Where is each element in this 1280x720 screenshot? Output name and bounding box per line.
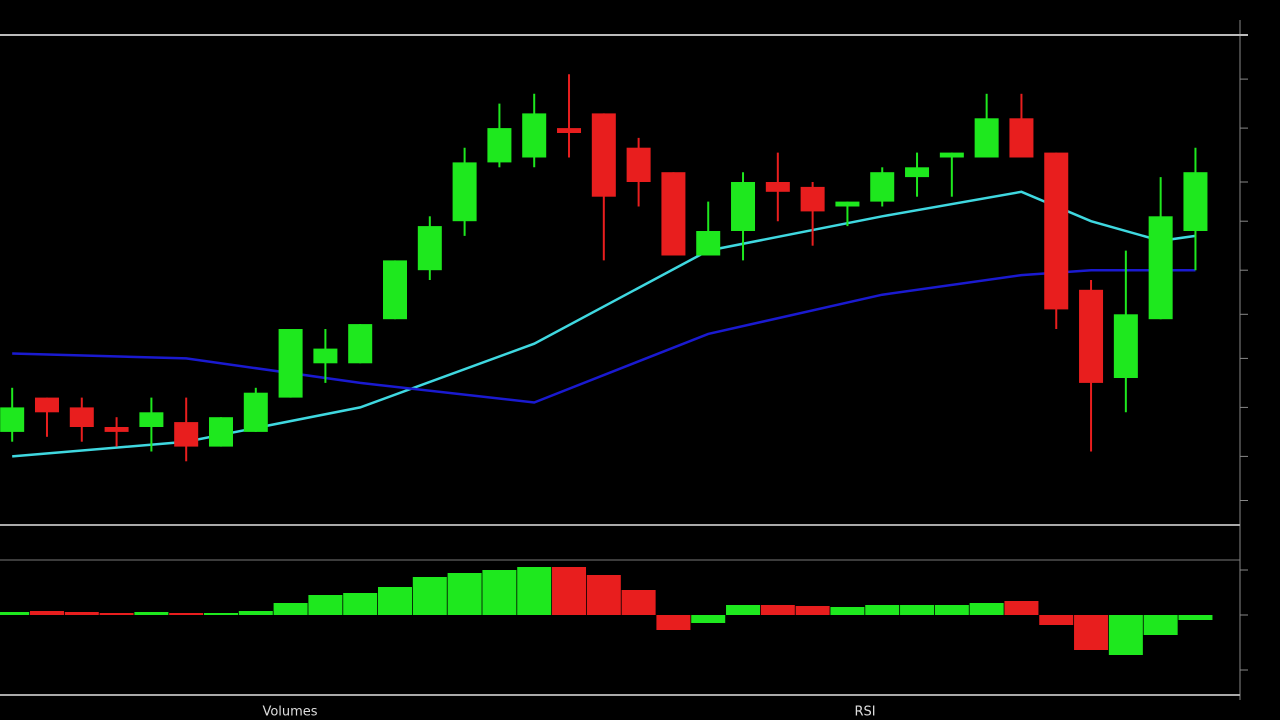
bar	[830, 607, 865, 615]
bar	[656, 615, 691, 630]
candle-body	[1009, 118, 1034, 158]
bar	[969, 603, 1004, 615]
bar	[865, 605, 900, 615]
bar	[795, 606, 830, 615]
candle-body	[1183, 172, 1208, 231]
candle-body	[34, 397, 59, 413]
bar	[621, 590, 656, 615]
bar	[1108, 615, 1143, 655]
bar	[447, 573, 482, 615]
panel-label: Volumes	[262, 705, 317, 720]
bar	[934, 605, 969, 615]
candle-body	[278, 329, 303, 398]
bar	[1143, 615, 1178, 635]
bar	[412, 577, 447, 615]
candle-body	[557, 128, 582, 133]
bar	[0, 612, 30, 615]
bar	[691, 615, 726, 623]
bar	[378, 587, 413, 615]
candle-body	[417, 226, 442, 271]
bar	[343, 593, 378, 615]
candle-body	[1113, 314, 1138, 378]
bar	[134, 612, 169, 615]
bar	[482, 570, 517, 615]
candle-body	[69, 407, 94, 427]
bar	[29, 611, 64, 615]
panel-label: RSI	[854, 705, 875, 720]
bar	[308, 595, 343, 615]
candle-body	[905, 167, 930, 178]
bar	[900, 605, 935, 615]
candle-body	[452, 162, 477, 222]
candle-body	[765, 182, 790, 192]
candle-body	[208, 417, 233, 447]
candle-body	[348, 324, 373, 364]
candle-body	[1148, 216, 1173, 320]
candle-body	[0, 407, 25, 432]
candle-body	[731, 182, 756, 231]
candle-body	[174, 422, 199, 447]
moving-average	[12, 190, 1196, 458]
candle-body	[139, 412, 164, 427]
candle-body	[522, 113, 547, 158]
bar	[169, 613, 204, 615]
candle-body	[835, 201, 860, 207]
candle-body	[243, 392, 268, 432]
candle-body	[870, 172, 895, 202]
bar	[586, 575, 621, 615]
candle-body	[383, 260, 408, 320]
candle-body	[939, 152, 964, 158]
bar	[760, 605, 795, 615]
bar	[1178, 615, 1213, 620]
bar	[273, 603, 308, 615]
bar	[517, 567, 552, 615]
candle-body	[104, 427, 129, 432]
candle-body	[591, 113, 616, 197]
bar	[1039, 615, 1074, 625]
bar	[99, 613, 134, 615]
bar	[1074, 615, 1109, 650]
candle-body	[661, 172, 686, 256]
candle-body	[800, 186, 825, 212]
candle-body	[1079, 289, 1104, 383]
candle-body	[696, 231, 721, 256]
bar	[238, 611, 273, 615]
candle-body	[626, 147, 651, 182]
candle-body	[1044, 152, 1069, 310]
bar	[726, 605, 761, 615]
candle-body	[974, 118, 999, 158]
bar	[1004, 601, 1039, 615]
candle-body	[313, 348, 338, 364]
candle-body	[487, 128, 512, 163]
bar	[203, 613, 238, 615]
bar	[64, 612, 99, 615]
bar	[552, 567, 587, 615]
